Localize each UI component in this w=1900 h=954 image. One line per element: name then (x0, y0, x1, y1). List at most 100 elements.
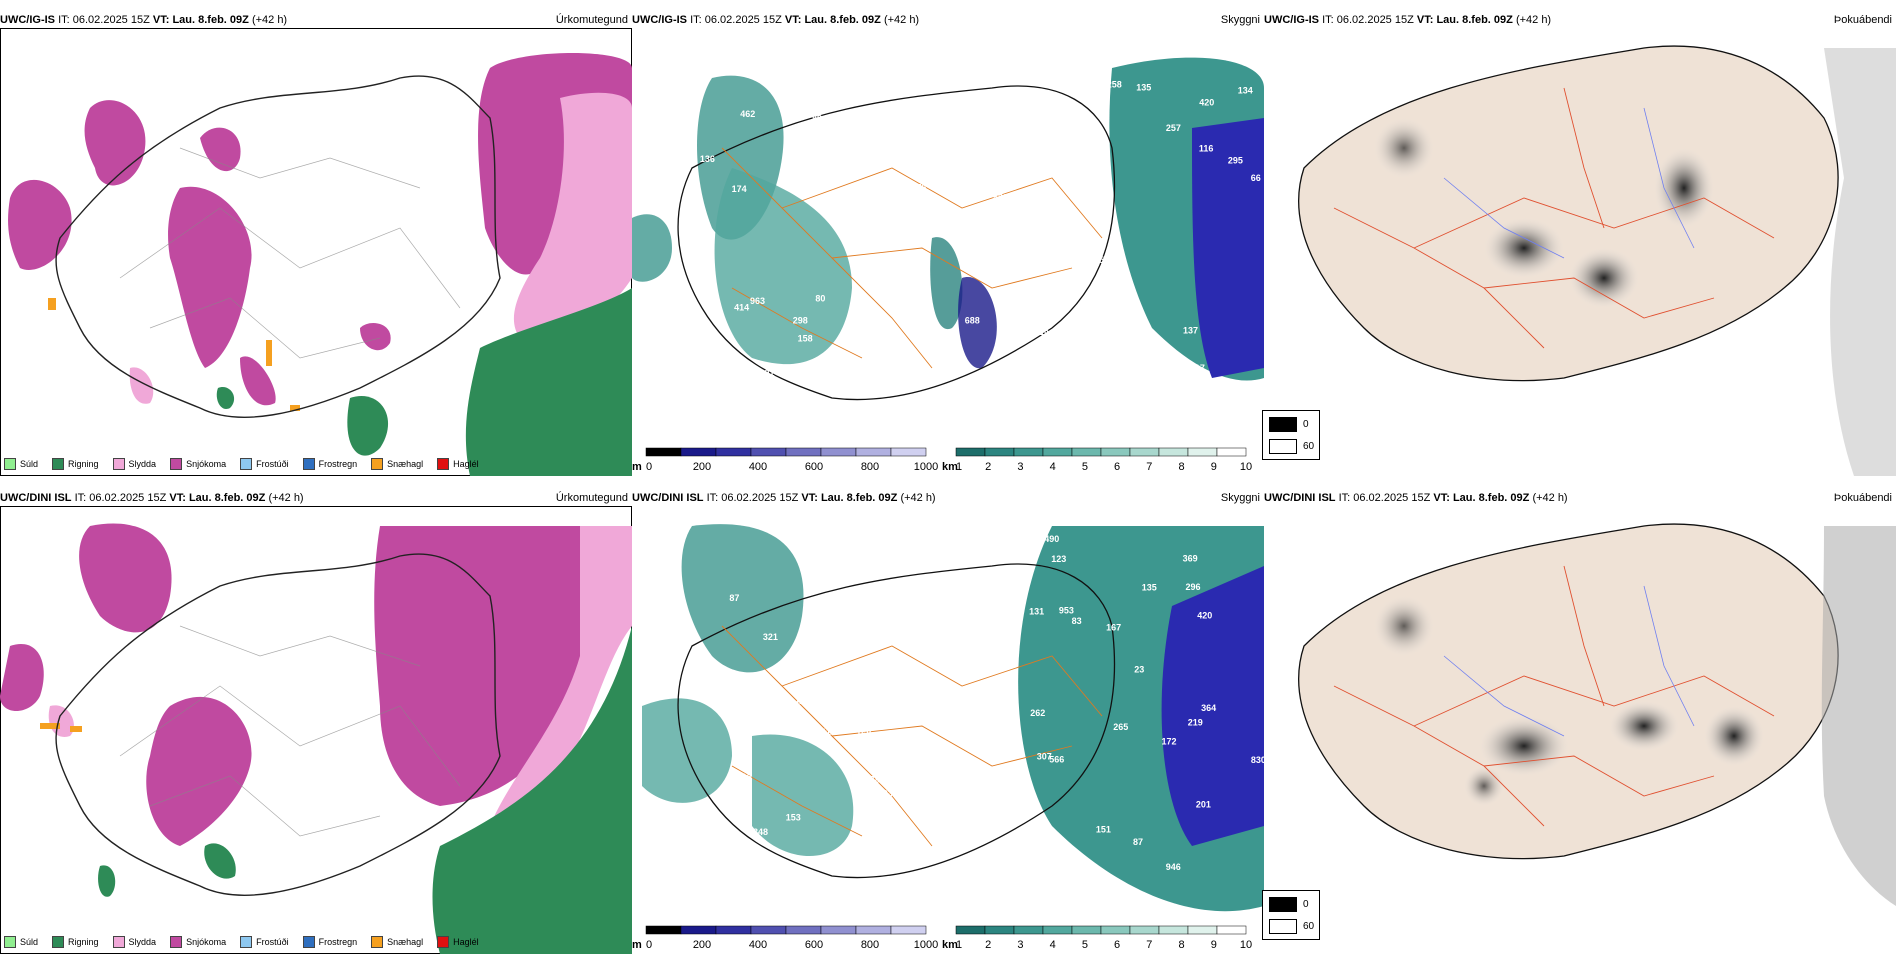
visibility-value-label: 566 (1049, 754, 1064, 764)
visibility-value-label: 316 (737, 772, 752, 782)
visibility-value-label: 753 (1063, 865, 1078, 875)
colorbar-segment (1129, 447, 1160, 457)
colorbar-segment (1042, 447, 1073, 457)
visibility-value-label: 462 (740, 109, 755, 119)
visibility-value-label: 64 (821, 199, 831, 209)
it-label: IT: (58, 14, 70, 26)
colorbar-segment (1071, 447, 1102, 457)
precip-type-map-top: UWC/IG-IS IT: 06.02.2025 15Z VT: Lau. 8.… (0, 12, 632, 476)
visibility-value-label: 31 (1083, 251, 1093, 261)
visibility-value-label: 118 (914, 112, 929, 122)
colorbar-segment (890, 925, 927, 935)
visibility-value-label: 223 (1002, 170, 1017, 180)
visibility-value-label: 167 (1106, 623, 1121, 633)
visibility-value-label: 133 (714, 370, 729, 380)
precip-legend-label: Rigning (68, 459, 99, 469)
precip-legend-item: Snæhagl (371, 458, 423, 470)
visibility-value-label: 406 (797, 696, 812, 706)
colorbar-segment (820, 925, 857, 935)
precip-type-map-bottom: UWC/DINI ISL IT: 06.02.2025 15Z VT: Lau.… (0, 490, 632, 954)
colorbar-segment (680, 925, 717, 935)
visibility-value-label: 307 (1037, 752, 1052, 762)
colorbar-tick-label: 1 (956, 939, 962, 951)
visibility-value-label: 232 (753, 725, 768, 735)
colorbar-tick-label: 9 (1211, 461, 1217, 473)
visibility-value-label: 87 (1133, 837, 1143, 847)
visibility-value-label: 89 (899, 220, 909, 230)
precip-legend-item: Snjókoma (170, 458, 226, 470)
precip-legend-item: Haglél (437, 936, 479, 948)
visibility-value-label: 105 (784, 717, 799, 727)
precip-map (0, 28, 632, 476)
lead-time: (+42 h) (251, 14, 288, 26)
visibility-value-label: 348 (1034, 329, 1049, 339)
visibility-value-label: 414 (734, 303, 749, 313)
visibility-value-label: 321 (763, 632, 778, 642)
visibility-value-label: 153 (786, 813, 801, 823)
colorbar-tick-label: 600 (805, 939, 823, 951)
precip-legend-label: Snjókoma (186, 937, 227, 947)
visibility-value-label: 131 (1029, 607, 1044, 617)
precip-legend-swatch (52, 936, 65, 948)
fog-map (1264, 506, 1896, 954)
colorbar-tick-label: 4 (1050, 461, 1056, 473)
it-label: IT: (706, 492, 719, 504)
visibility-value-label: 73 (1080, 78, 1090, 88)
visibility-value-label: 300 (764, 688, 779, 698)
map-title: Þokuábendi (1833, 14, 1892, 26)
visibility-value-label: 934 (883, 789, 898, 799)
visibility-value-label: 262 (1030, 708, 1045, 718)
precip-legend-label: Frostregn (318, 937, 358, 947)
fog-swatch-high (1269, 439, 1297, 454)
visibility-value-label: 116 (793, 134, 808, 144)
visibility-value-label: 224 (785, 167, 800, 177)
colorbar-segment (1100, 447, 1131, 457)
it-label: IT: (1322, 14, 1334, 26)
fog-legend-top: 0 60 (1262, 410, 1320, 460)
visibility-value-label: 296 (1186, 582, 1201, 592)
vt-value: Lau. 8.feb. 09Z (804, 14, 881, 26)
colorbar-tick-label: 5 (1082, 461, 1088, 473)
precip-legend-label: Súld (20, 459, 39, 469)
fog-swatch-low (1269, 417, 1297, 432)
precip-legend-swatch (437, 458, 450, 470)
precip-legend-swatch (240, 458, 253, 470)
visibility-value-label: 123 (1051, 554, 1066, 564)
visibility-value-label: 49 (1145, 362, 1155, 372)
visibility-value-label: 348 (753, 827, 768, 837)
vt-value: Lau. 8.feb. 09Z (1436, 14, 1513, 26)
precip-legend-item: Haglél (437, 458, 479, 470)
map-header: UWC/DINI ISL IT: 06.02.2025 15Z VT: Lau.… (1264, 490, 1896, 506)
colorbar-segment (715, 447, 752, 457)
model-name: UWC/DINI ISL (632, 492, 704, 504)
colorbar-tick-label: 7 (1146, 461, 1152, 473)
colorbar-segment (1216, 925, 1247, 935)
colorbar-segment (680, 447, 717, 457)
precip-legend-swatch (302, 458, 315, 470)
precip-map (0, 506, 632, 954)
colorbar-tick-label: 3 (1017, 461, 1023, 473)
precip-legend-label: Rigning (68, 937, 99, 947)
precip-legend-swatch (170, 936, 183, 948)
visibility-value-label: 82 (972, 760, 982, 770)
precip-legend-swatch (112, 936, 125, 948)
colorbar-tick-label: 9 (1211, 939, 1217, 951)
precip-legend-label: Slydda (128, 937, 157, 947)
visibility-value-label: 37 (709, 348, 719, 358)
visibility-value-label: 83 (1072, 616, 1082, 626)
visibility-value-label: 196 (992, 183, 1007, 193)
it-value: 06.02.2025 15Z (721, 492, 799, 504)
precip-legend-label: Snjókoma (186, 459, 227, 469)
visibility-value-label: 369 (1183, 554, 1198, 564)
colorbar-segment (890, 447, 927, 457)
visibility-value-label: 711 (816, 727, 831, 737)
map-title: Úrkomutegund (555, 492, 628, 504)
colorbar-segment (1158, 447, 1189, 457)
visibility-value-label: 135 (1142, 582, 1157, 592)
precip-legend-item: Snæhagl (371, 936, 423, 948)
colorbar-unit: km (942, 461, 958, 473)
visibility-value-label: 12 (1045, 253, 1055, 263)
colorbar-tick-label: 200 (693, 461, 711, 473)
colorbar-segment (984, 447, 1015, 457)
